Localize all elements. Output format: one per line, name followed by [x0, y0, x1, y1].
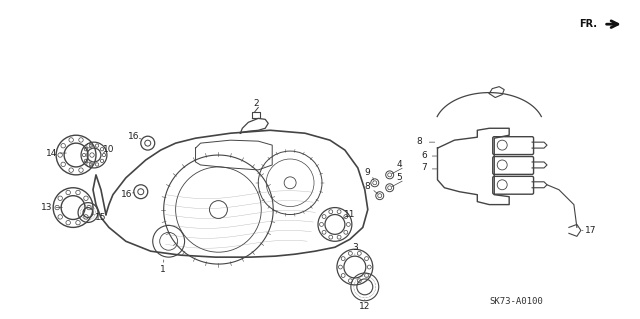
Text: 4: 4 — [397, 160, 403, 169]
Text: 9: 9 — [364, 168, 370, 177]
Text: 8: 8 — [417, 137, 422, 146]
Text: 1: 1 — [160, 264, 166, 273]
Text: 16: 16 — [121, 190, 132, 199]
Text: 15: 15 — [95, 213, 107, 222]
Text: 10: 10 — [103, 145, 115, 153]
Text: 12: 12 — [359, 302, 371, 311]
Text: 17: 17 — [585, 226, 596, 235]
Text: 8: 8 — [364, 182, 370, 191]
Text: FR.: FR. — [579, 19, 596, 29]
Text: 5: 5 — [397, 173, 403, 182]
Text: 16: 16 — [128, 132, 140, 141]
Text: 11: 11 — [344, 210, 356, 219]
Text: 13: 13 — [42, 203, 53, 212]
Text: 3: 3 — [352, 243, 358, 252]
Text: 2: 2 — [253, 99, 259, 108]
Text: 7: 7 — [422, 163, 428, 173]
Text: 6: 6 — [422, 151, 428, 160]
Text: SK73-A0100: SK73-A0100 — [489, 297, 543, 306]
Text: 14: 14 — [45, 149, 57, 158]
